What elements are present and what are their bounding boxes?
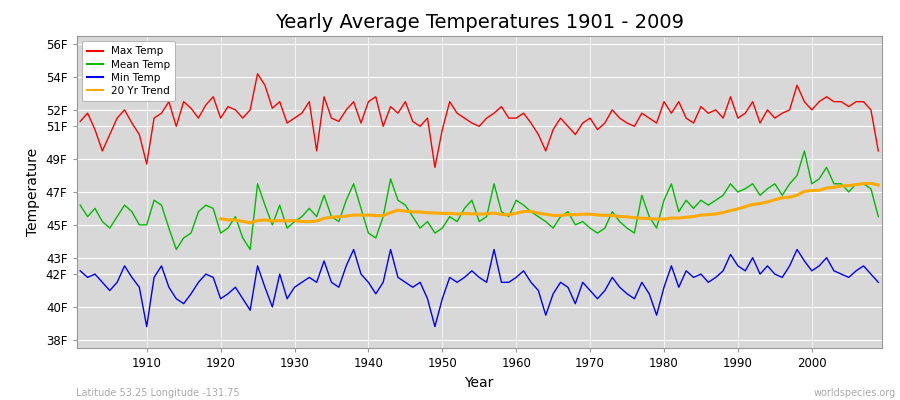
Legend: Max Temp, Mean Temp, Min Temp, 20 Yr Trend: Max Temp, Mean Temp, Min Temp, 20 Yr Tre… [82,41,176,101]
Text: worldspecies.org: worldspecies.org [814,388,896,398]
Text: Latitude 53.25 Longitude -131.75: Latitude 53.25 Longitude -131.75 [76,388,240,398]
Title: Yearly Average Temperatures 1901 - 2009: Yearly Average Temperatures 1901 - 2009 [274,13,684,32]
Y-axis label: Temperature: Temperature [26,148,40,236]
X-axis label: Year: Year [464,376,494,390]
